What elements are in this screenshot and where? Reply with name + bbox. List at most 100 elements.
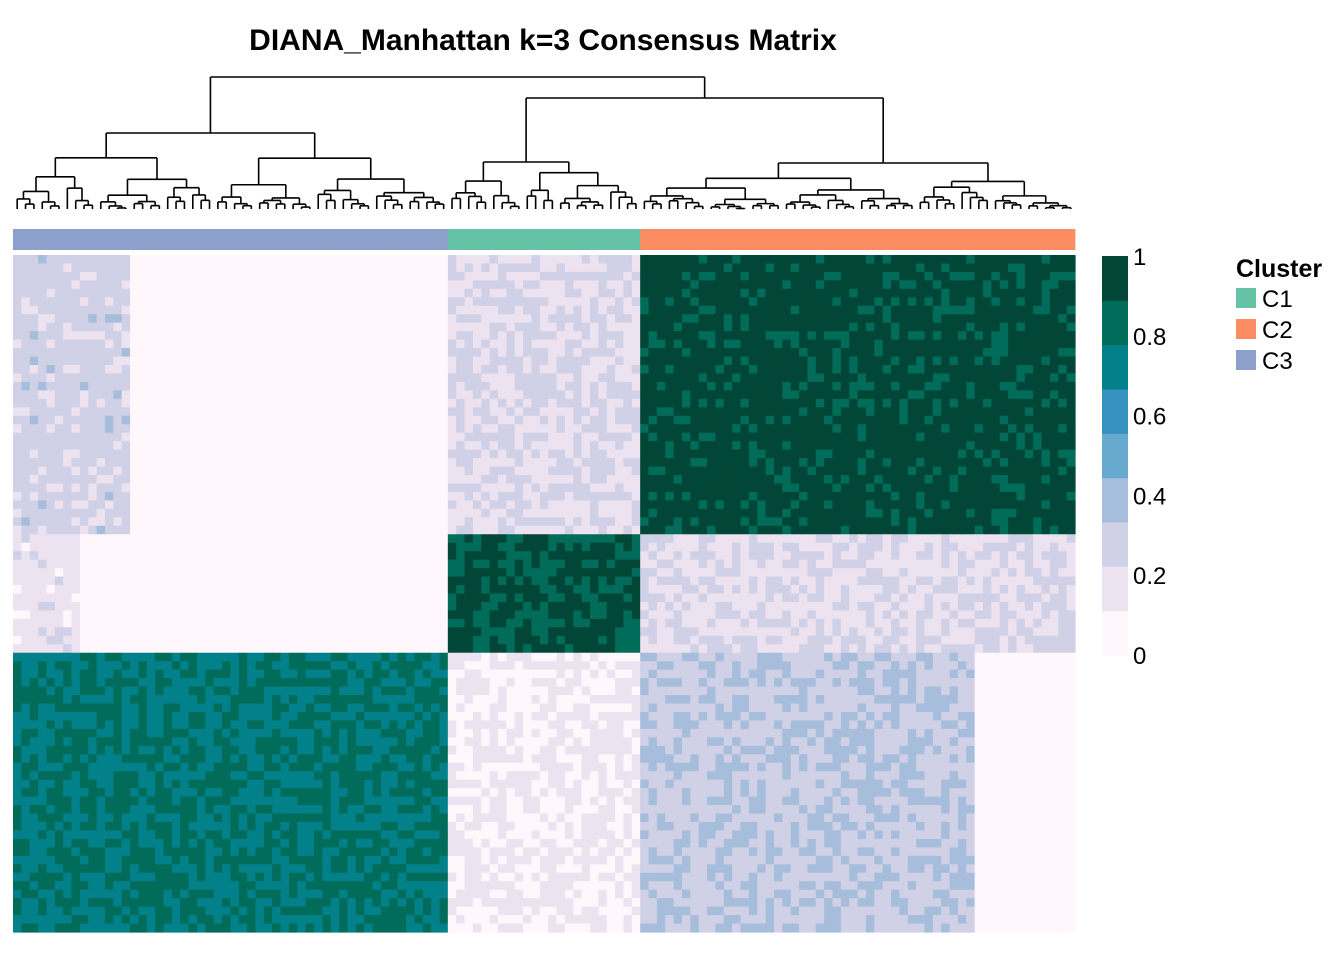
heatmap-cell [849, 500, 859, 510]
heatmap-cell [305, 534, 315, 544]
heatmap-cell [1058, 288, 1068, 298]
heatmap-cell [573, 288, 583, 298]
heatmap-cell [88, 483, 98, 493]
heatmap-cell [355, 288, 365, 298]
heatmap-cell [180, 475, 190, 485]
heatmap-cell [949, 365, 959, 375]
heatmap-cell [556, 424, 566, 434]
heatmap-cell [380, 508, 390, 518]
heatmap-cell [481, 441, 491, 451]
heatmap-cell [857, 449, 867, 459]
heatmap-cell [472, 314, 482, 324]
heatmap-cell [907, 466, 917, 476]
heatmap-cell [431, 398, 441, 408]
heatmap-cell [205, 466, 215, 476]
heatmap-cell [648, 508, 658, 518]
heatmap-cell [916, 331, 926, 341]
heatmap-cell [21, 356, 31, 366]
heatmap-cell [631, 551, 641, 561]
heatmap-cell [891, 365, 900, 375]
heatmap-cell [63, 331, 73, 341]
heatmap-cell [247, 449, 257, 459]
heatmap-cell [238, 314, 248, 324]
heatmap-cell [130, 381, 140, 391]
heatmap-cell [163, 288, 173, 298]
heatmap-cell [71, 415, 81, 425]
heatmap-cell [431, 407, 441, 417]
heatmap-cell [941, 458, 951, 468]
heatmap-cell [213, 390, 223, 400]
heatmap-cell [907, 263, 917, 273]
heatmap-cell [991, 491, 1001, 502]
heatmap-cell [389, 297, 399, 307]
heatmap-cell [523, 407, 533, 417]
heatmap-cell [531, 348, 541, 358]
heatmap-cell [1033, 373, 1043, 383]
heatmap-cell [924, 348, 934, 358]
heatmap-cell [1066, 483, 1076, 493]
heatmap-cell [330, 314, 340, 324]
heatmap-cell [456, 280, 466, 290]
heatmap-cell [874, 288, 884, 298]
heatmap-cell [615, 449, 625, 459]
heatmap-cell [723, 491, 733, 502]
heatmap-cell [924, 365, 934, 375]
heatmap-cell [564, 365, 574, 375]
heatmap-cell [464, 288, 474, 298]
heatmap-cell [740, 297, 750, 307]
heatmap-cell [88, 525, 98, 535]
heatmap-cell [815, 415, 825, 425]
heatmap-cell [397, 466, 407, 476]
heatmap-cell [690, 466, 700, 476]
heatmap-cell [121, 339, 131, 349]
heatmap-cell [665, 534, 675, 544]
heatmap-cell [54, 331, 64, 341]
heatmap-cell [589, 381, 599, 391]
heatmap-cell [882, 500, 892, 510]
heatmap-cell [472, 373, 482, 383]
heatmap-cell [380, 398, 390, 408]
heatmap-cell [447, 415, 457, 425]
heatmap-cell [155, 466, 165, 476]
heatmap-cell [163, 356, 173, 366]
heatmap-cell [556, 525, 566, 535]
heatmap-cell [355, 339, 365, 349]
heatmap-cell [1024, 271, 1034, 281]
heatmap-cell [1033, 517, 1043, 527]
heatmap-cell [573, 365, 583, 375]
heatmap-cell [782, 331, 792, 341]
heatmap-cell [757, 297, 767, 307]
heatmap-cell [581, 280, 591, 290]
heatmap-cell [598, 263, 608, 273]
heatmap-cell [222, 331, 232, 341]
heatmap-cell [707, 466, 717, 476]
heatmap-cell [372, 415, 382, 425]
heatmap-cell [690, 432, 700, 442]
heatmap-cell [899, 398, 909, 408]
heatmap-cell [272, 331, 282, 341]
heatmap-cell [840, 348, 850, 358]
heatmap-cell [991, 415, 1001, 425]
heatmap-cell [732, 365, 742, 375]
heatmap-cell [472, 348, 482, 358]
heatmap-cell [723, 483, 733, 493]
heatmap-cell [916, 288, 926, 298]
heatmap-cell [339, 288, 349, 298]
heatmap-cell [606, 322, 616, 332]
heatmap-cell [648, 491, 658, 502]
heatmap-cell [874, 525, 884, 535]
heatmap-cell [1041, 390, 1051, 400]
heatmap-cell [932, 475, 942, 485]
heatmap-cell [824, 415, 834, 425]
heatmap-cell [1024, 525, 1034, 535]
heatmap-cell [1016, 339, 1026, 349]
heatmap-cell [447, 280, 457, 290]
heatmap-cell [832, 475, 842, 485]
heatmap-cell [1058, 297, 1068, 307]
heatmap-cell [406, 348, 415, 358]
heatmap-cell [79, 508, 89, 518]
heatmap-cell [1058, 314, 1068, 324]
heatmap-cell [456, 508, 466, 518]
heatmap-cell [656, 542, 666, 552]
heatmap-cell [314, 559, 323, 569]
